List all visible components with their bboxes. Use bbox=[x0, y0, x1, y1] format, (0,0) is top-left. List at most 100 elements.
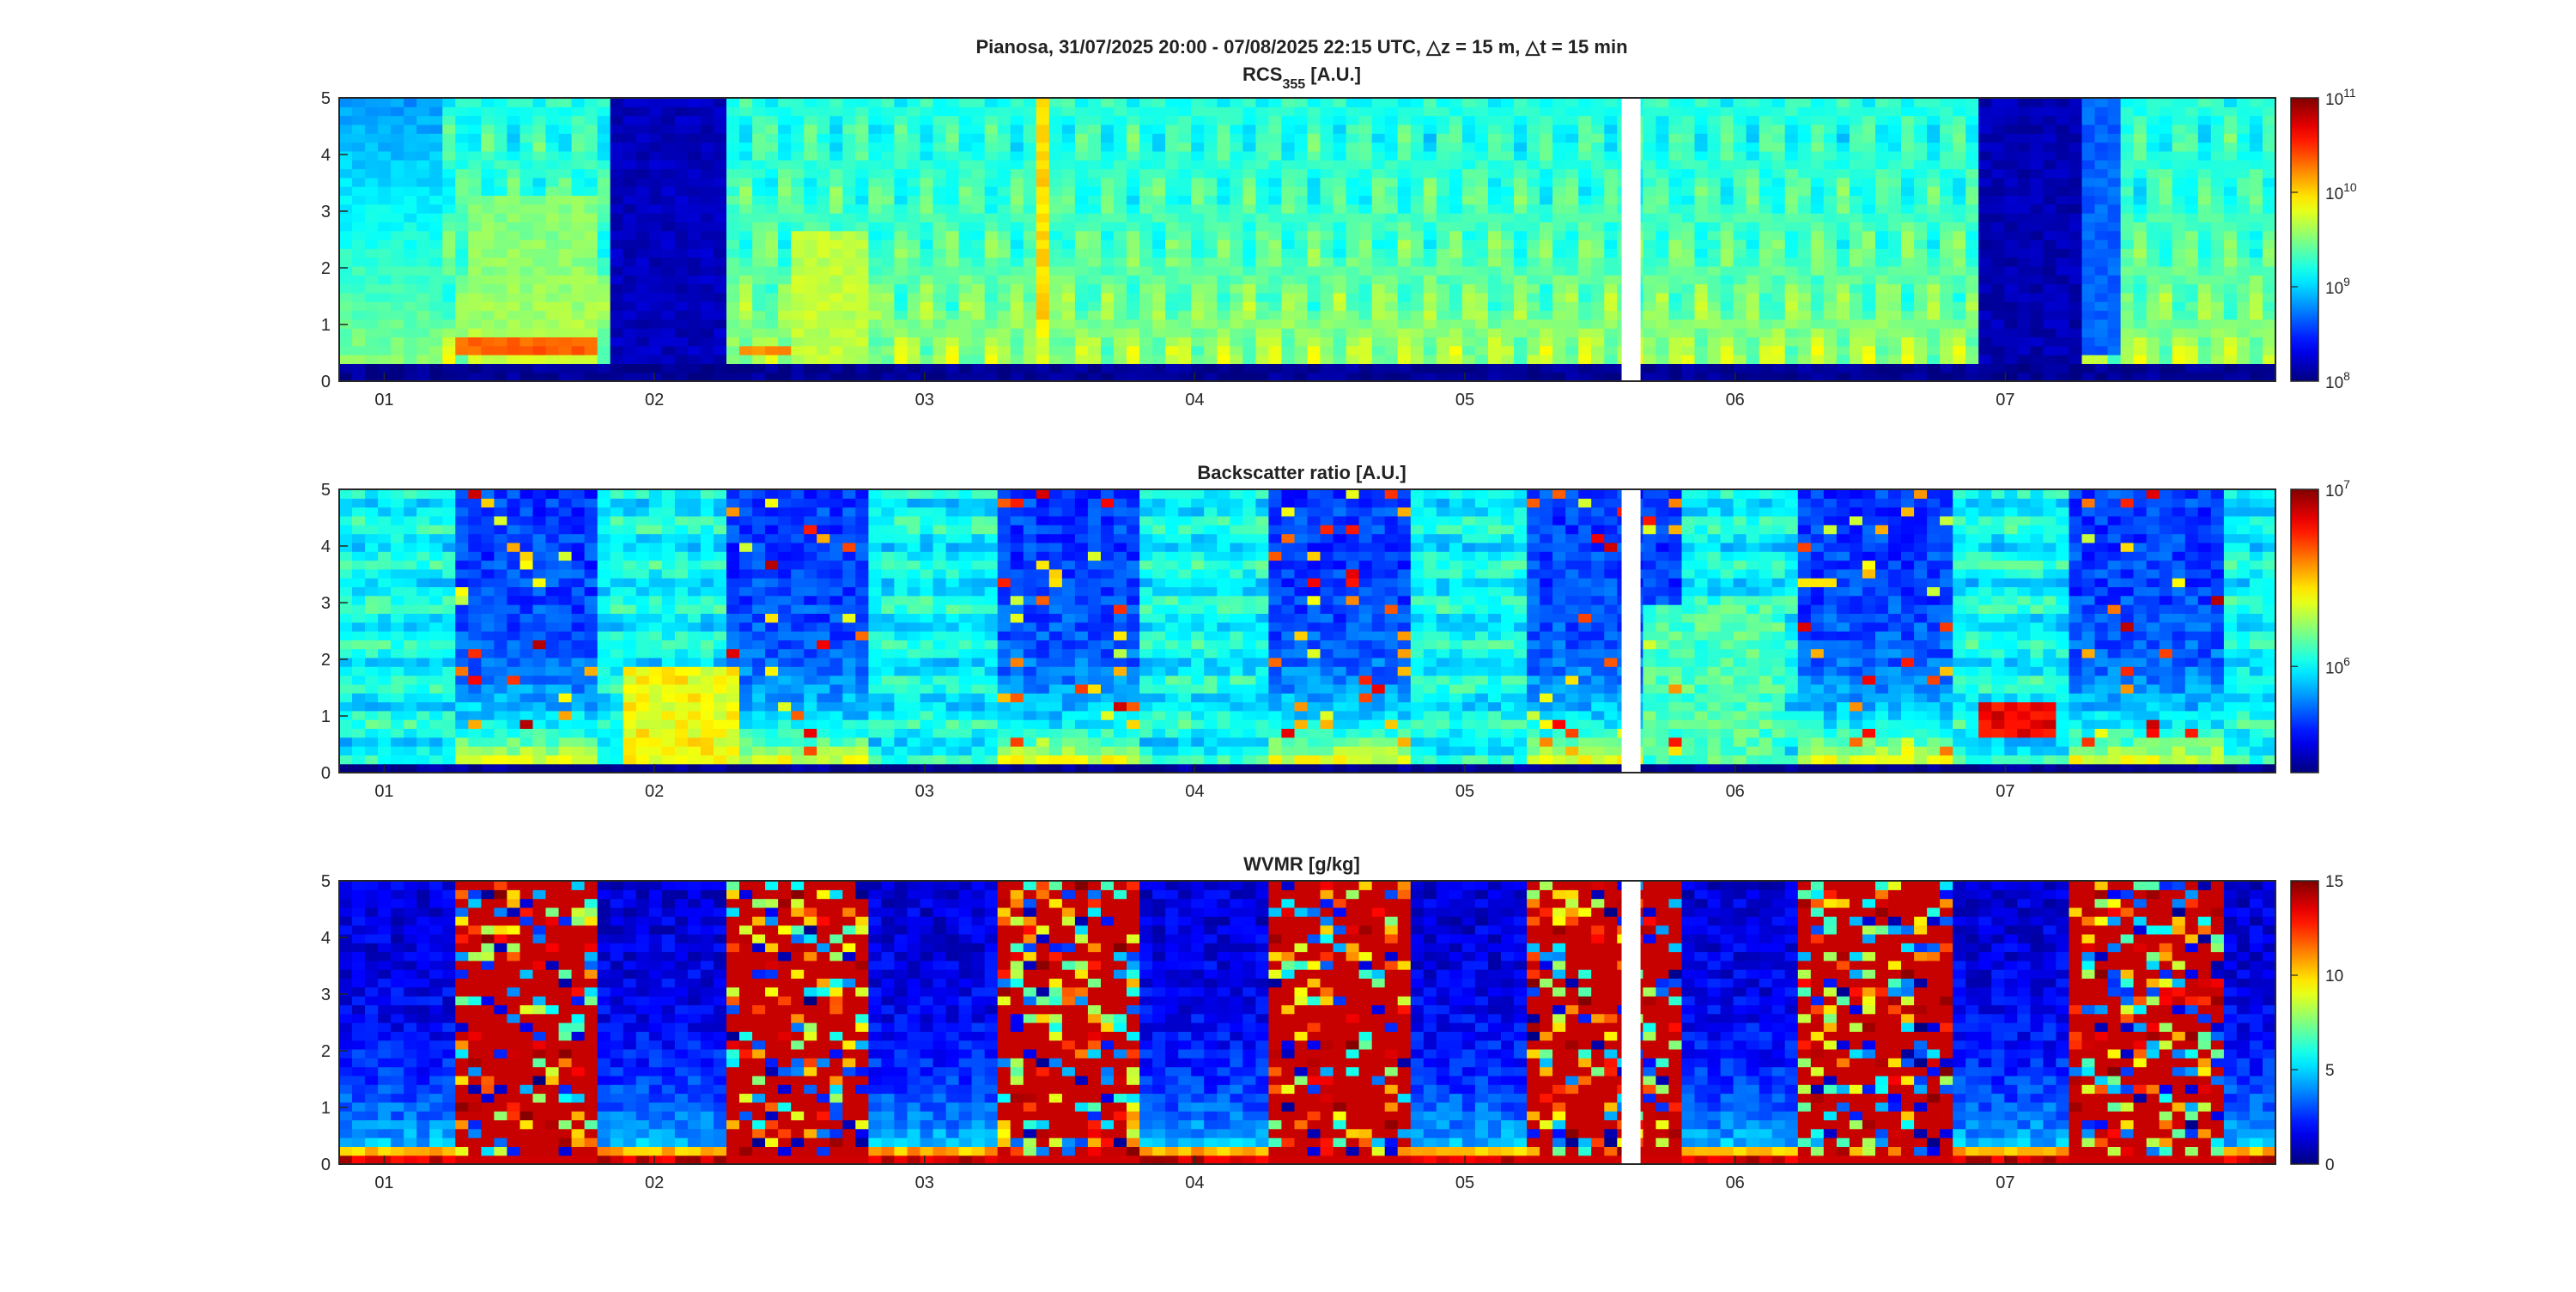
heatmap-cell bbox=[1371, 310, 1386, 320]
heatmap-cell bbox=[752, 283, 766, 294]
heatmap-cell bbox=[829, 310, 843, 320]
heatmap-cell bbox=[2094, 301, 2109, 312]
heatmap-cell bbox=[1733, 257, 1747, 267]
heatmap-cell bbox=[2133, 160, 2148, 170]
heatmap-cell bbox=[984, 115, 999, 125]
heatmap-cell bbox=[945, 265, 960, 276]
heatmap-cell bbox=[1461, 337, 1476, 347]
heatmap-cell bbox=[1823, 133, 1838, 143]
y-tick-label: 5 bbox=[321, 89, 331, 108]
heatmap-cell bbox=[571, 98, 586, 107]
heatmap-cell bbox=[2210, 248, 2225, 258]
heatmap-cell bbox=[933, 177, 947, 187]
heatmap-cell bbox=[1875, 133, 1889, 143]
heatmap-cell bbox=[494, 213, 507, 222]
heatmap-cell bbox=[971, 345, 986, 355]
heatmap-cell bbox=[971, 257, 986, 267]
heatmap-cell bbox=[1797, 195, 1812, 205]
heatmap-cell bbox=[1540, 275, 1553, 285]
heatmap-cell bbox=[714, 257, 727, 267]
heatmap-cell bbox=[584, 203, 598, 214]
heatmap-cell bbox=[584, 240, 598, 249]
heatmap-cell bbox=[1643, 248, 1656, 258]
heatmap-cell bbox=[1888, 115, 1902, 125]
heatmap-cell bbox=[1733, 133, 1747, 143]
heatmap-cell bbox=[1810, 328, 1825, 337]
heatmap-cell bbox=[1281, 203, 1295, 214]
heatmap-cell bbox=[339, 310, 353, 320]
heatmap-cell bbox=[1823, 345, 1838, 355]
heatmap-cell bbox=[2094, 98, 2109, 107]
heatmap-cell bbox=[1061, 168, 1076, 179]
heatmap-cell bbox=[984, 337, 999, 347]
heatmap-cell bbox=[404, 98, 417, 107]
heatmap-cell bbox=[1746, 345, 1760, 355]
heatmap-cell bbox=[648, 283, 663, 294]
heatmap-cell bbox=[765, 301, 779, 312]
heatmap-cell bbox=[1358, 133, 1373, 143]
heatmap-cell bbox=[1074, 168, 1089, 179]
heatmap-cell bbox=[1114, 292, 1127, 302]
heatmap-cell bbox=[2094, 150, 2109, 161]
heatmap-cell bbox=[2210, 106, 2225, 117]
heatmap-cell bbox=[1114, 106, 1127, 117]
heatmap-cell bbox=[945, 275, 960, 285]
heatmap-cell bbox=[610, 203, 624, 214]
heatmap-cell bbox=[1242, 203, 1256, 214]
heatmap-cell bbox=[391, 240, 404, 249]
heatmap-cell bbox=[1771, 310, 1786, 320]
heatmap-cell bbox=[1965, 98, 1979, 107]
heatmap-cell bbox=[726, 363, 740, 373]
heatmap-cell bbox=[817, 265, 830, 276]
heatmap-cell bbox=[648, 195, 663, 205]
heatmap-cell bbox=[584, 301, 598, 312]
heatmap-cell bbox=[1694, 177, 1709, 187]
heatmap-cell bbox=[1488, 221, 1502, 232]
heatmap-cell bbox=[700, 160, 714, 170]
heatmap-cell bbox=[1978, 372, 1992, 382]
heatmap-cell bbox=[2069, 318, 2083, 329]
heatmap-cell bbox=[1397, 310, 1412, 320]
heatmap-cell bbox=[1940, 275, 1953, 285]
heatmap-cell bbox=[752, 363, 766, 373]
heatmap-cell bbox=[584, 292, 598, 302]
heatmap-cell bbox=[752, 257, 766, 267]
heatmap-cell bbox=[1358, 160, 1373, 170]
heatmap-cell bbox=[1746, 301, 1760, 312]
heatmap-cell bbox=[2081, 203, 2096, 214]
heatmap-cell bbox=[558, 240, 573, 249]
heatmap-cell bbox=[597, 98, 611, 107]
heatmap-cell bbox=[2223, 328, 2238, 337]
heatmap-cell bbox=[1681, 328, 1696, 337]
heatmap-cell bbox=[558, 160, 573, 170]
heatmap-cell bbox=[2017, 133, 2031, 143]
heatmap-cell bbox=[391, 283, 404, 294]
heatmap-cell bbox=[726, 115, 740, 125]
heatmap-cell bbox=[1410, 230, 1425, 240]
heatmap-cell bbox=[352, 186, 366, 196]
heatmap-cell bbox=[1797, 301, 1812, 312]
heatmap-cell bbox=[1810, 318, 1825, 329]
heatmap-cell bbox=[1694, 142, 1709, 152]
heatmap-cell bbox=[1514, 310, 1528, 320]
heatmap-cell bbox=[1836, 265, 1850, 276]
heatmap-cell bbox=[2017, 328, 2031, 337]
heatmap-cell bbox=[1875, 168, 1889, 179]
heatmap-cell bbox=[958, 310, 973, 320]
heatmap-cell bbox=[1397, 283, 1412, 294]
heatmap-cell bbox=[339, 213, 353, 222]
heatmap-cell bbox=[378, 328, 392, 337]
heatmap-cell bbox=[1823, 240, 1838, 249]
heatmap-cell bbox=[1397, 221, 1412, 232]
heatmap-cell bbox=[2081, 133, 2096, 143]
heatmap-cell bbox=[2197, 160, 2212, 170]
heatmap-cell bbox=[1965, 345, 1979, 355]
heatmap-cell bbox=[1165, 124, 1179, 134]
heatmap-cell bbox=[765, 328, 779, 337]
heatmap-cell bbox=[714, 328, 727, 337]
heatmap-cell bbox=[1230, 372, 1243, 382]
heatmap-cell bbox=[481, 328, 495, 337]
heatmap-cell bbox=[365, 363, 379, 373]
heatmap-cell bbox=[2017, 372, 2031, 382]
heatmap-cell bbox=[1061, 150, 1076, 161]
